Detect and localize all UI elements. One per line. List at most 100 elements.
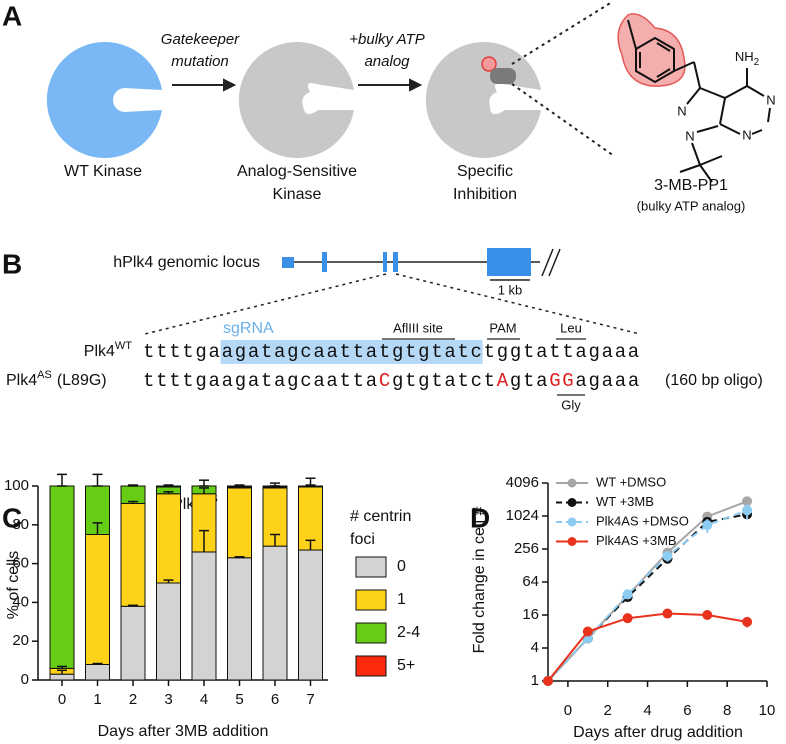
y-tick-label: 16 [522, 606, 539, 623]
sequence-segment: gta [510, 370, 549, 392]
error-bar [270, 533, 280, 547]
superscript: WT [115, 340, 132, 352]
sgrna-highlight [220, 340, 483, 364]
error-bar [234, 556, 245, 558]
y-tick-label: 100 [4, 477, 29, 494]
bar-segment [262, 545, 288, 681]
error-bar [305, 477, 316, 486]
legend-marker [567, 498, 577, 507]
point [702, 610, 713, 620]
x-tick-label: 7 [306, 691, 314, 708]
wt-kinase [46, 42, 163, 158]
y-tick-label: 60 [12, 555, 29, 572]
allele-label: Plk4WT [84, 340, 133, 360]
atom: N [742, 127, 751, 142]
error-bar [57, 665, 67, 669]
oligo-label: (160 bp oligo) [665, 372, 763, 389]
y-tick-label: 256 [514, 540, 539, 557]
point [742, 505, 753, 516]
bar-segment [298, 549, 323, 681]
bar-segment [156, 493, 181, 584]
error-bar [163, 579, 174, 583]
x-tick-label: 2 [604, 702, 612, 719]
y-tick-label: 80 [12, 516, 29, 533]
bar-segment [156, 582, 181, 681]
step-label: analog [364, 53, 410, 70]
atom-label: NH [735, 49, 754, 64]
point [582, 626, 593, 637]
legend-marker [567, 517, 577, 527]
structure [627, 19, 771, 183]
atom: N [677, 103, 686, 118]
bar-segment [227, 487, 252, 559]
point [742, 496, 753, 507]
x-axis-label: Days after 3MB addition [98, 723, 269, 740]
compound-note: (bulky ATP analog) [637, 198, 746, 213]
sequence-segment: ttttgaagatagcaatta [143, 370, 379, 392]
legend-label: Plk4AS +DMSO [596, 513, 689, 528]
bar-segment [85, 663, 110, 681]
legend-swatch [355, 589, 387, 611]
x-axis-label: Days after drug addition [573, 724, 743, 741]
y-tick-label: 0 [21, 671, 29, 688]
wt-sequence: ttttgaagatagcaattatgtgtatctggtattagaaa [143, 341, 641, 363]
error-bar [92, 473, 103, 486]
panel-label: C [2, 502, 22, 533]
series-line [547, 612, 748, 682]
kinase-label: Analog-Sensitive [237, 163, 357, 180]
legend-swatch [355, 556, 387, 578]
x-tick-label: 8 [723, 702, 731, 719]
error-bar [57, 473, 67, 486]
x-tick-label: 0 [58, 691, 66, 708]
x-tick-label: 6 [271, 691, 279, 708]
atom: NH2 [735, 49, 760, 67]
step-label: +bulky ATP [349, 31, 424, 48]
error-bar [199, 529, 209, 552]
pam-label: PAM [489, 320, 516, 335]
y-axis-label: Fold change in cell # [471, 507, 488, 654]
x-tick-label: 4 [643, 702, 651, 719]
y-axis-label: % of cells [5, 551, 22, 619]
break-mark [541, 248, 561, 277]
atom: N [685, 128, 694, 143]
point [742, 616, 753, 627]
inhibitor [490, 68, 516, 84]
legend-title-line: # centrin [350, 508, 416, 525]
compound-name: 3-MB-PP1 [654, 177, 728, 194]
mutated-base: C [379, 370, 392, 392]
panel-label: A [2, 0, 22, 31]
kinase-label: Specific [457, 163, 513, 180]
x-tick-label: 5 [235, 691, 243, 708]
sequence-segment: agaaa [575, 370, 641, 392]
y-tick-label: 4096 [506, 474, 539, 491]
kinase-label: Inhibition [453, 186, 517, 203]
bar-segment [120, 605, 146, 681]
x-tick-label: 6 [683, 702, 691, 719]
error-bar [199, 487, 209, 494]
step-label: Gatekeeper [161, 31, 240, 48]
x-tick-label: 3 [164, 691, 172, 708]
bar-segment [49, 485, 75, 669]
codon-label: Leu [560, 320, 582, 335]
kinase-label: Kinase [273, 186, 322, 203]
gene: Plk4 [6, 372, 37, 389]
sgrna-label: sgRNA [223, 320, 274, 337]
bar-segment [85, 534, 110, 665]
error-bar [199, 479, 209, 486]
x-tick-label: 10 [759, 702, 776, 719]
site-label: AflIII site [393, 320, 443, 335]
bar-segment [191, 551, 217, 681]
error-bar [57, 669, 67, 675]
sequence-segment: tggtattagaaa [484, 341, 641, 363]
locus-label: hPlk4 genomic locus [113, 254, 260, 271]
kinase-label: WT Kinase [64, 163, 142, 180]
legend-label: Plk4AS +3MB [596, 533, 677, 548]
legend-label: 5+ [397, 657, 415, 674]
legend-label: 2-4 [397, 624, 420, 641]
x-tick-label: 0 [564, 702, 572, 719]
bar-segment [49, 673, 75, 681]
highlight [617, 13, 686, 87]
step-label: mutation [171, 53, 229, 70]
error-bar [128, 604, 138, 607]
x-tick-label: 4 [200, 691, 208, 708]
